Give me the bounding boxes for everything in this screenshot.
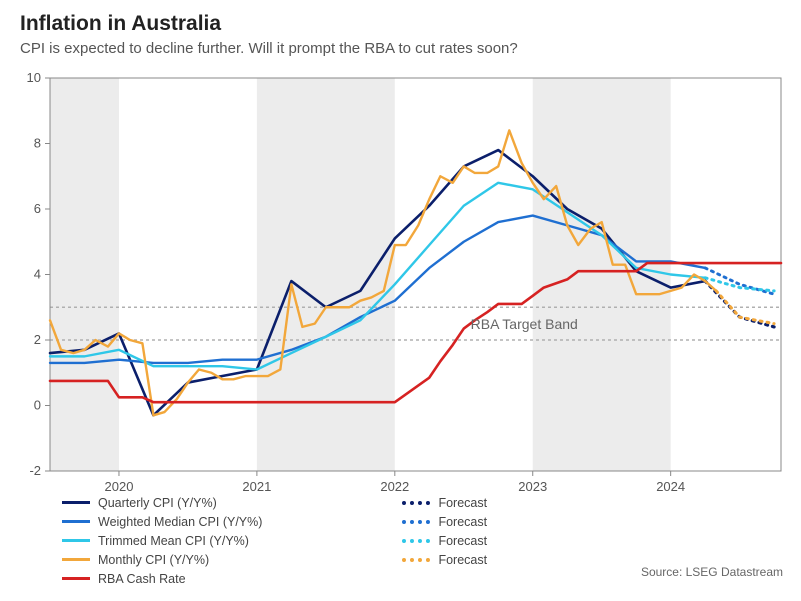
y-tick-label: 10 [27, 70, 41, 85]
legend-swatch [62, 501, 90, 504]
y-tick-label: -2 [29, 463, 41, 478]
y-tick-label: 2 [34, 332, 41, 347]
legend-swatch [62, 520, 90, 523]
x-tick-label: 2023 [518, 479, 547, 494]
target-band-label: RBA Target Band [471, 316, 578, 332]
legend-item: RBA Cash Rate [62, 570, 262, 587]
legend-label: Quarterly CPI (Y/Y%) [98, 496, 217, 510]
x-tick-label: 2024 [656, 479, 685, 494]
legend-label: Monthly CPI (Y/Y%) [98, 553, 209, 567]
legend-swatch [62, 577, 90, 580]
x-tick-label: 2020 [105, 479, 134, 494]
legend-label: Trimmed Mean CPI (Y/Y%) [98, 534, 249, 548]
chart-subtitle: CPI is expected to decline further. Will… [20, 40, 518, 57]
legend-col-1: Quarterly CPI (Y/Y%) Weighted Median CPI … [62, 494, 262, 587]
legend-swatch [402, 539, 430, 543]
x-tick-label: 2022 [380, 479, 409, 494]
legend-item: Quarterly CPI (Y/Y%) [62, 494, 262, 511]
chart-container: Inflation in Australia CPI is expected t… [0, 0, 801, 601]
legend-swatch [402, 520, 430, 524]
legend-item: Forecast [402, 532, 487, 549]
legend-item: Monthly CPI (Y/Y%) [62, 551, 262, 568]
legend-swatch [62, 558, 90, 561]
legend-label: Forecast [438, 496, 487, 510]
legend-label: Forecast [438, 534, 487, 548]
legend-label: Forecast [438, 553, 487, 567]
year-shade [50, 78, 119, 471]
y-tick-label: 0 [34, 398, 41, 413]
legend-item: Forecast [402, 494, 487, 511]
legend-swatch [402, 558, 430, 562]
legend-swatch [402, 501, 430, 505]
legend-item: Trimmed Mean CPI (Y/Y%) [62, 532, 262, 549]
legend: Quarterly CPI (Y/Y%) Weighted Median CPI … [62, 494, 487, 587]
legend-label: Weighted Median CPI (Y/Y%) [98, 515, 262, 529]
legend-col-2: Forecast Forecast Forecast Forecast [402, 494, 487, 587]
legend-item: Forecast [402, 513, 487, 530]
legend-swatch [62, 539, 90, 542]
legend-label: RBA Cash Rate [98, 572, 186, 586]
year-shade [533, 78, 671, 471]
y-tick-label: 4 [34, 267, 41, 282]
legend-item: Weighted Median CPI (Y/Y%) [62, 513, 262, 530]
legend-item: Forecast [402, 551, 487, 568]
x-tick-label: 2021 [242, 479, 271, 494]
y-tick-label: 6 [34, 201, 41, 216]
source-label: Source: LSEG Datastream [641, 565, 783, 579]
y-tick-label: 8 [34, 136, 41, 151]
chart-title: Inflation in Australia [20, 12, 221, 36]
legend-label: Forecast [438, 515, 487, 529]
year-shade [257, 78, 395, 471]
